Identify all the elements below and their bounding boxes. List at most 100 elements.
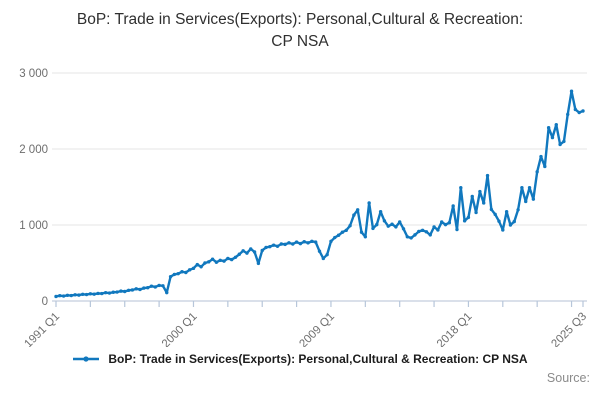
- data-point-marker: [485, 173, 490, 178]
- x-axis-tick-label: 1991 Q1: [22, 311, 62, 347]
- data-point-marker: [203, 261, 207, 265]
- data-point-marker: [367, 201, 371, 205]
- data-point-marker: [562, 139, 566, 144]
- data-point-marker: [187, 268, 192, 272]
- data-point-marker: [497, 219, 501, 223]
- data-point-marker: [447, 221, 452, 225]
- data-point-marker: [554, 122, 558, 127]
- data-point-marker: [214, 260, 219, 264]
- data-point-marker: [126, 288, 131, 293]
- data-point-marker: [398, 220, 402, 224]
- data-point-marker: [260, 248, 264, 253]
- data-point-marker: [459, 186, 463, 190]
- data-point-marker: [451, 204, 455, 208]
- x-axis-tick-label: 2000 Q1: [160, 311, 200, 347]
- chart-canvas: 0 1 000 2 000 3 000 1991 Q1 2000 Q1 2009 Q1 201…: [19, 68, 589, 347]
- data-point-marker: [96, 291, 100, 296]
- legend-series-label: BoP: Trade in Services(Exports): Persona…: [108, 352, 528, 366]
- data-point-marker: [508, 223, 513, 227]
- data-point-marker: [512, 219, 516, 224]
- y-axis-tick-label: 3 000: [19, 68, 48, 80]
- data-point-marker: [371, 226, 375, 231]
- data-point-marker: [249, 247, 253, 251]
- data-point-marker: [54, 294, 58, 299]
- data-point-marker: [558, 142, 562, 147]
- legend: BoP: Trade in Services(Exports): Persona…: [0, 349, 600, 369]
- data-point-marker: [115, 290, 119, 294]
- data-point-marker: [191, 266, 196, 271]
- data-point-marker: [489, 207, 494, 212]
- data-point-marker: [527, 186, 532, 190]
- data-point-marker: [317, 249, 322, 253]
- data-point-marker: [226, 256, 230, 261]
- data-point-marker: [195, 262, 199, 267]
- data-point-marker: [180, 270, 184, 274]
- data-point-marker: [84, 292, 89, 297]
- data-point-marker: [524, 199, 528, 204]
- data-point-marker: [550, 135, 555, 140]
- data-point-marker: [222, 259, 226, 263]
- data-point-marker: [424, 230, 429, 234]
- data-point-marker: [348, 224, 352, 228]
- data-point-marker: [142, 286, 146, 290]
- data-point-marker: [520, 186, 524, 190]
- data-point-marker: [58, 293, 62, 298]
- data-point-marker: [378, 210, 383, 214]
- data-point-marker: [390, 222, 394, 226]
- data-point-marker: [340, 230, 345, 234]
- data-point-marker: [573, 107, 578, 112]
- data-point-marker: [302, 240, 306, 244]
- data-point-marker: [455, 227, 459, 232]
- data-point-marker: [233, 255, 238, 259]
- data-point-marker: [386, 224, 390, 228]
- data-point-marker: [88, 292, 93, 296]
- data-point-marker: [279, 242, 284, 246]
- data-point-marker: [294, 240, 299, 244]
- data-point-marker: [355, 208, 360, 212]
- data-point-marker: [470, 194, 474, 199]
- data-point-marker: [271, 243, 276, 247]
- data-point-marker: [153, 285, 157, 289]
- data-point-marker: [306, 241, 310, 245]
- y-axis-tick-label: 2 000: [19, 144, 48, 156]
- data-point-marker: [149, 284, 154, 288]
- x-axis-tick-label: 2018 Q1: [435, 311, 475, 347]
- data-point-marker: [344, 228, 348, 233]
- data-point-marker: [61, 294, 66, 298]
- x-axis-tick-label: 2009 Q1: [297, 311, 337, 347]
- data-point-marker: [363, 235, 368, 239]
- data-point-marker: [462, 219, 467, 223]
- data-point-marker: [420, 228, 425, 233]
- data-point-marker: [466, 215, 471, 220]
- data-point-marker: [291, 242, 295, 246]
- data-point-marker: [413, 233, 417, 237]
- data-point-marker: [199, 265, 203, 269]
- data-point-marker: [134, 287, 138, 291]
- data-point-marker: [352, 213, 356, 217]
- data-point-marker: [287, 241, 291, 245]
- data-point-marker: [100, 291, 104, 296]
- data-point-marker: [336, 233, 341, 237]
- data-point-marker: [375, 222, 379, 227]
- data-point-marker: [359, 230, 364, 234]
- chart-title: BoP: Trade in Services(Exports): Persona…: [76, 11, 524, 50]
- data-point-marker: [245, 251, 249, 255]
- data-point-marker: [546, 126, 551, 130]
- data-point-marker: [428, 233, 432, 237]
- data-point-marker: [264, 245, 268, 250]
- data-point-marker: [436, 228, 440, 232]
- data-point-marker: [313, 240, 318, 244]
- source-label: Source:: [546, 371, 590, 385]
- data-point-marker: [333, 235, 337, 240]
- data-point-marker: [405, 235, 410, 239]
- data-point-marker: [474, 210, 478, 215]
- data-point-marker: [325, 252, 329, 257]
- data-point-marker: [310, 239, 314, 244]
- data-point-marker: [161, 284, 165, 288]
- data-point-marker: [329, 239, 333, 244]
- data-point-marker: [493, 212, 497, 217]
- data-point-marker: [123, 289, 127, 294]
- data-point-marker: [157, 283, 161, 288]
- data-point-marker: [482, 201, 486, 205]
